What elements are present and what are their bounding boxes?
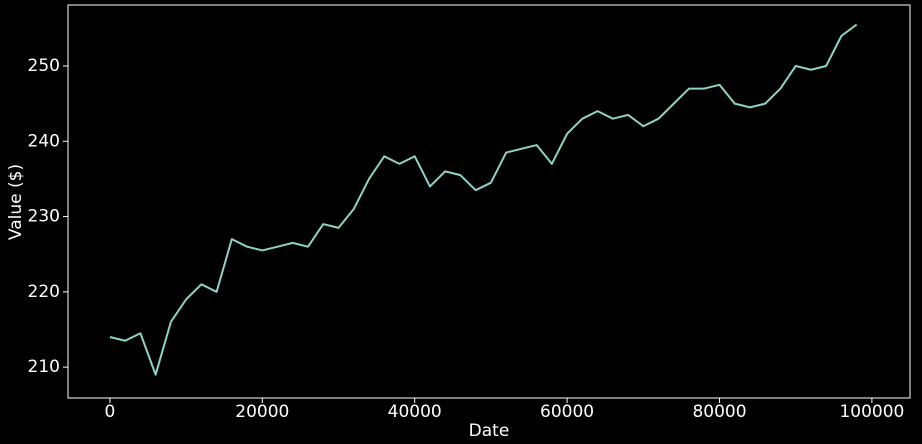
y-tick-label: 230 <box>28 207 60 227</box>
x-tick-label: 60000 <box>540 402 594 422</box>
y-tick-label: 210 <box>28 357 60 377</box>
x-tick-label: 40000 <box>388 402 442 422</box>
y-tick-label: 250 <box>28 56 60 76</box>
x-tick-label: 80000 <box>692 402 746 422</box>
line <box>109 23 858 376</box>
y-tick-label: 240 <box>28 131 60 151</box>
x-tick-label: 0 <box>104 402 115 422</box>
x-tick-label: 20000 <box>235 402 289 422</box>
y-tick-label: 220 <box>28 282 60 302</box>
y-axis-label: Value ($) <box>6 164 26 240</box>
x-axis-label: Date <box>469 421 510 441</box>
plot-frame <box>67 4 911 399</box>
x-tick-label: 100000 <box>839 402 904 422</box>
